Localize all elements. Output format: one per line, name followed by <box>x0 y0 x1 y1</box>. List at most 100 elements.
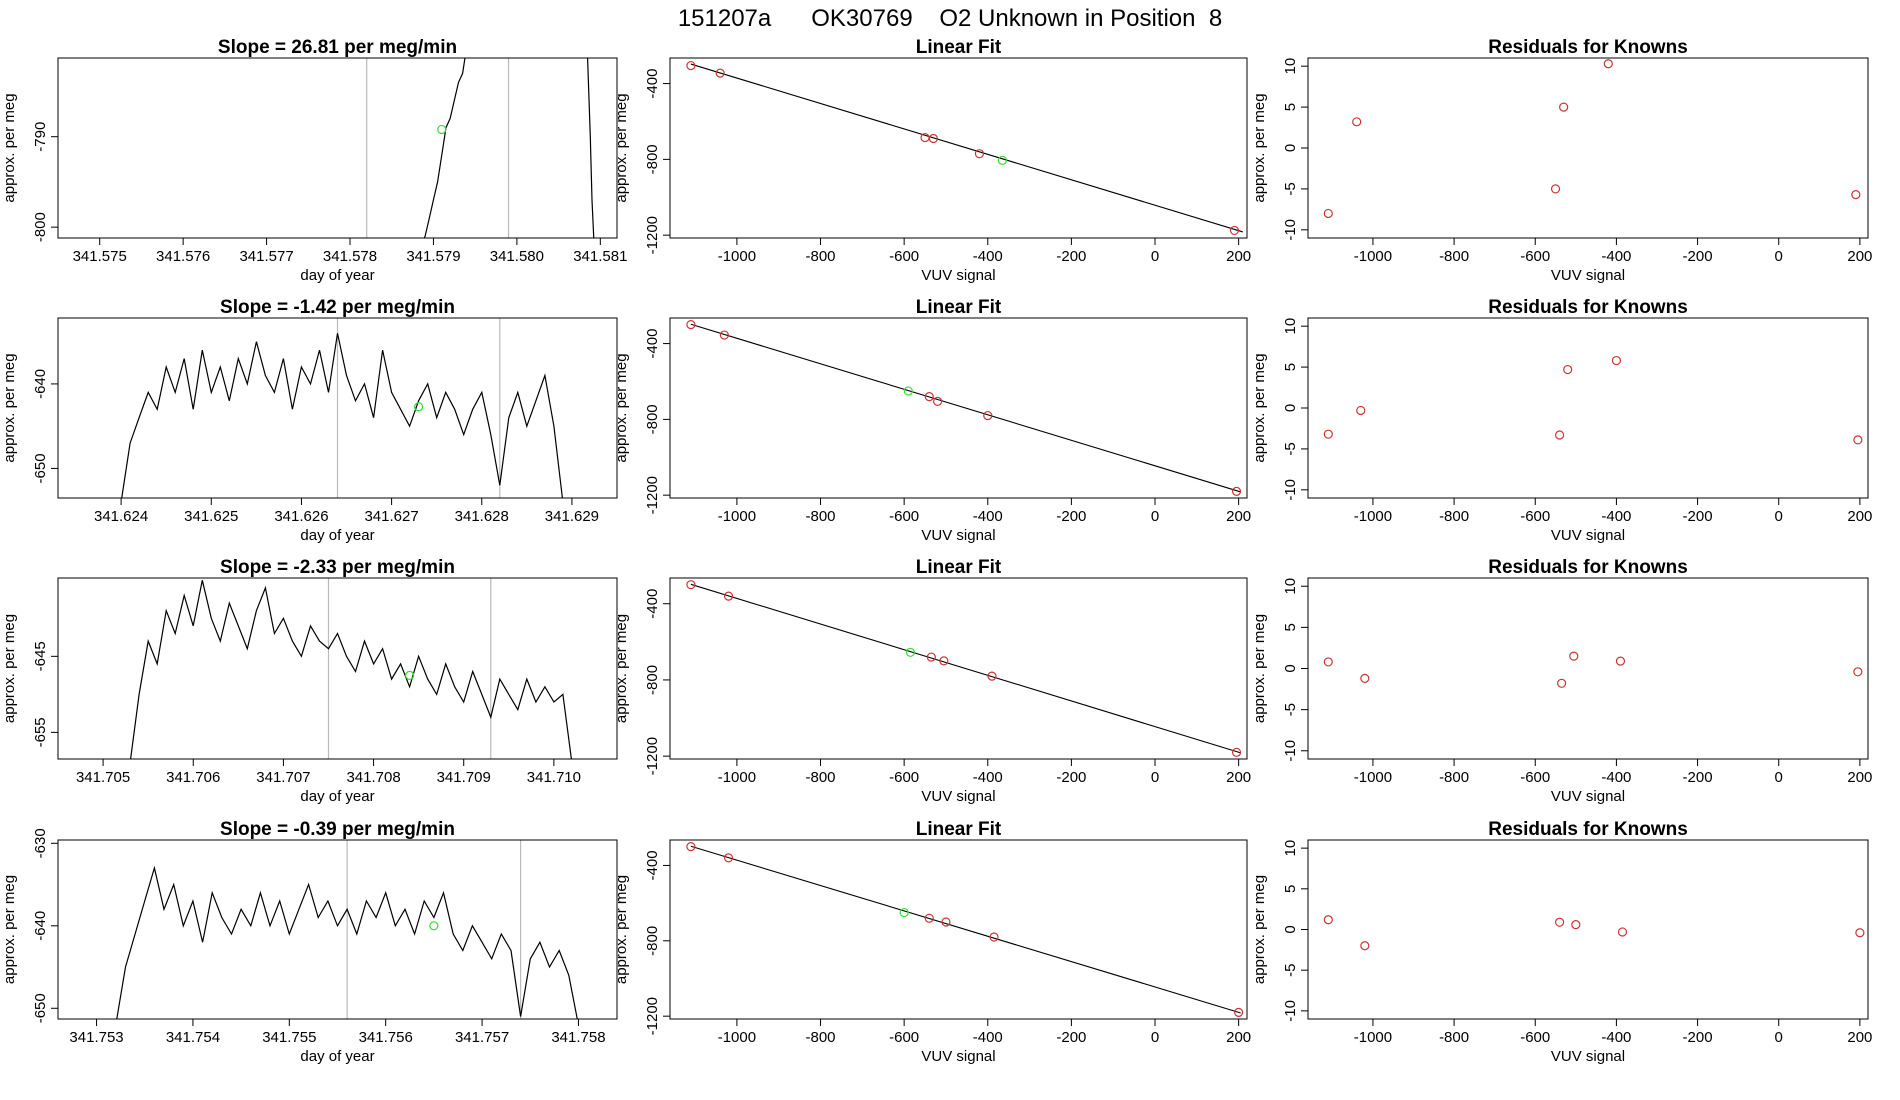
unknown-point <box>905 647 916 657</box>
x-tick-label: 341.753 <box>69 1029 123 1046</box>
x-tick-label: -1000 <box>1354 248 1392 265</box>
x-tick-label: 341.575 <box>73 248 127 265</box>
known-point <box>932 396 943 406</box>
linear-fit-1: Linear Fit -1000 -800 -600 -400 -200 0 200 -400 -… <box>613 37 1251 284</box>
panel-title: Residuals for Knowns <box>1488 37 1688 58</box>
fit-line <box>690 323 1241 493</box>
known-point <box>1554 917 1565 927</box>
x-tick-label: -800 <box>1439 508 1469 525</box>
y-tick-label: -5 <box>1282 964 1299 977</box>
plot-frame <box>669 839 1248 1020</box>
y-tick-label: -790 <box>32 122 49 152</box>
x-tick-label: -600 <box>1520 1029 1550 1046</box>
known-point <box>1360 941 1370 951</box>
panel-title: Linear Fit <box>916 37 1002 58</box>
x-tick-label: 0 <box>1151 248 1159 265</box>
residuals-4: Residuals for Knowns-1000 -800 -600 -400 -20… <box>1251 819 1872 1065</box>
x-tick-label: 200 <box>1226 508 1251 525</box>
known-point <box>1615 656 1626 666</box>
x-tick-label: -600 <box>1520 769 1550 786</box>
y-axis-label: approx. per meg <box>1 614 18 723</box>
x-tick-label: -400 <box>1601 1029 1631 1046</box>
known-point <box>924 913 934 923</box>
known-point <box>974 149 985 159</box>
y-tick-label: 5 <box>1282 363 1299 371</box>
x-tick-label: -200 <box>1056 248 1086 265</box>
x-tick-label: 200 <box>1847 508 1872 525</box>
plot-frame <box>669 317 1248 499</box>
plot-frame <box>1307 839 1869 1020</box>
fit-line <box>690 63 1243 233</box>
x-tick-label: -400 <box>973 508 1003 525</box>
known-point <box>987 671 997 681</box>
x-tick-label: -1000 <box>1354 1029 1392 1046</box>
y-tick-label: -5 <box>1282 182 1299 195</box>
unknown-point <box>414 402 424 412</box>
y-tick-label: 0 <box>1282 664 1299 672</box>
known-point <box>1554 430 1565 440</box>
known-point <box>1853 667 1863 677</box>
x-tick-label: 200 <box>1847 1029 1872 1046</box>
y-tick-label: -645 <box>32 641 49 671</box>
y-tick-label: 5 <box>1282 885 1299 893</box>
page-title: 151207a OK30769 O2 Unknown in Position 8 <box>678 5 1222 32</box>
x-tick-label: 341.576 <box>156 248 210 265</box>
known-point <box>1323 657 1333 667</box>
plot-frame <box>1307 317 1869 499</box>
y-tick-label: -10 <box>1282 740 1299 762</box>
plot-area <box>686 60 1243 236</box>
known-point <box>983 410 993 421</box>
unknown-point <box>429 921 439 931</box>
y-tick-label: -1200 <box>644 216 661 254</box>
y-tick-label: -800 <box>644 144 661 174</box>
fit-line <box>690 583 1241 754</box>
plot-area <box>116 865 578 1019</box>
y-tick-label: -5 <box>1282 703 1299 716</box>
x-tick-label: -1000 <box>1354 508 1392 525</box>
linear-fit-4: Linear Fit -1000 -800 -600 -400 -200 0 200 -400 -… <box>613 819 1251 1065</box>
y-tick-label: -650 <box>32 453 49 483</box>
panel-title: Slope = 26.81 per meg/min <box>218 37 457 58</box>
y-axis-label: approx. per meg <box>1 93 18 202</box>
y-tick-label: -400 <box>644 850 661 880</box>
known-point <box>1352 117 1362 127</box>
x-axis-label: VUV signal <box>1551 1048 1625 1065</box>
unknown-point <box>405 670 415 680</box>
y-tick-label: -1200 <box>644 997 661 1035</box>
y-tick-label: -400 <box>644 589 661 619</box>
x-axis-label: VUV signal <box>921 267 995 284</box>
plot-frame <box>1307 577 1869 760</box>
plot-area <box>686 320 1242 496</box>
x-tick-label: -400 <box>1601 508 1631 525</box>
fit-line <box>690 845 1241 1014</box>
x-tick-label: -600 <box>889 508 919 525</box>
y-tick-label: -10 <box>1282 219 1299 241</box>
x-tick-label: -200 <box>1683 769 1713 786</box>
x-tick-label: -800 <box>806 508 836 525</box>
x-tick-label: 341.709 <box>437 769 491 786</box>
x-tick-label: -800 <box>806 248 836 265</box>
y-tick-label: -400 <box>644 69 661 99</box>
x-tick-label: 341.707 <box>256 769 310 786</box>
x-tick-label: 200 <box>1847 769 1872 786</box>
series-line-trace1 <box>423 58 466 238</box>
plot-area <box>1323 915 1865 951</box>
known-point <box>1611 355 1622 366</box>
y-tick-label: -640 <box>32 911 49 941</box>
x-tick-label: -200 <box>1683 1029 1713 1046</box>
x-tick-label: -200 <box>1056 508 1086 525</box>
x-tick-label: -200 <box>1056 769 1086 786</box>
x-tick-label: -600 <box>889 248 919 265</box>
x-tick-label: -400 <box>973 248 1003 265</box>
y-tick-label: 10 <box>1282 840 1299 857</box>
x-tick-label: 0 <box>1775 248 1783 265</box>
time-series-2: Slope = -1.42 per meg/min 341.624 341.625 3… <box>1 297 618 544</box>
y-tick-label: -655 <box>32 717 49 747</box>
unknown-point <box>903 386 913 396</box>
y-tick-label: 10 <box>1282 578 1299 595</box>
residuals-1: Residuals for Knowns-1000 -800 -600 -400 -20… <box>1251 37 1872 284</box>
residuals-3: Residuals for Knowns-1000 -800 -600 -400 -20… <box>1251 557 1872 805</box>
x-tick-label: 200 <box>1226 1029 1251 1046</box>
x-tick-label: 341.705 <box>76 769 130 786</box>
